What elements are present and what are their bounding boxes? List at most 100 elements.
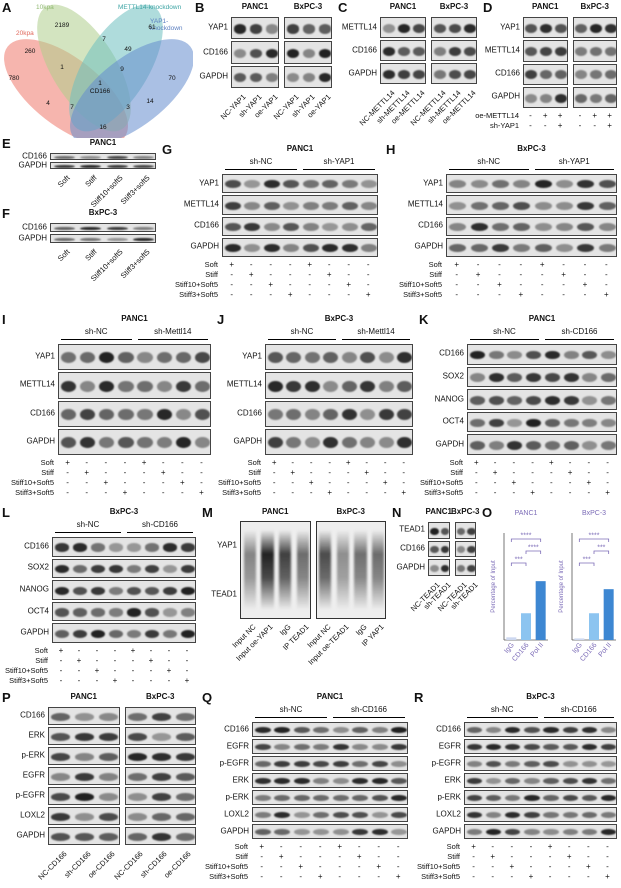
condition-sign: - — [604, 280, 608, 289]
band — [397, 380, 412, 392]
header: BxPC-3 — [517, 144, 546, 153]
condition-sign: + — [539, 260, 545, 269]
band — [491, 222, 509, 231]
band — [352, 761, 369, 768]
condition-sign: - — [586, 872, 590, 881]
group-label: sh-Mettl14 — [357, 327, 395, 336]
band — [526, 350, 542, 360]
condition-sign: - — [510, 852, 514, 861]
band — [466, 727, 483, 734]
condition-sign: - — [475, 488, 478, 497]
band — [544, 373, 560, 382]
blot-strip — [454, 540, 476, 558]
band — [274, 744, 291, 751]
band — [302, 222, 319, 231]
band — [144, 543, 160, 552]
band — [313, 744, 330, 751]
blot-strip — [284, 41, 332, 64]
band — [543, 829, 559, 836]
header: PANC1 — [389, 2, 417, 11]
condition-sign: - — [512, 468, 516, 477]
band — [127, 773, 147, 781]
significance-label: *** — [597, 545, 605, 552]
condition-sign: + — [326, 270, 332, 279]
group-line — [268, 339, 336, 340]
band — [267, 380, 283, 392]
condition-sign: - — [104, 468, 108, 477]
blot-strip — [231, 65, 279, 88]
band — [391, 761, 407, 768]
panel-letter: B — [195, 0, 205, 15]
condition-sign: + — [268, 280, 274, 289]
condition-sign: - — [347, 290, 351, 299]
band — [133, 226, 155, 231]
band — [341, 352, 357, 364]
band — [151, 773, 171, 781]
blot-strip — [464, 722, 617, 737]
band — [126, 543, 142, 552]
row-label: ERK — [444, 775, 461, 785]
band — [486, 812, 502, 819]
band — [233, 48, 247, 58]
band — [526, 373, 542, 382]
row-label: CD166 — [22, 222, 47, 232]
band — [391, 778, 407, 785]
header: PANC1 — [286, 144, 314, 153]
blot-strip — [380, 63, 426, 84]
set-label: 10kpa — [36, 4, 54, 11]
condition-sign: - — [309, 458, 313, 467]
condition-sign: - — [606, 852, 609, 861]
row-label: p-ERK — [225, 792, 249, 802]
band — [99, 813, 119, 821]
venn-count: 7 — [70, 104, 74, 111]
venn-count: 1 — [98, 80, 102, 87]
band — [286, 380, 302, 392]
group-line — [127, 532, 193, 533]
blot-strip — [124, 747, 196, 765]
condition-sign: - — [568, 478, 572, 487]
condition-sign: - — [383, 458, 387, 467]
band — [577, 244, 595, 253]
row-label: YAP1 — [423, 178, 443, 188]
band — [137, 408, 153, 420]
condition-sign: - — [338, 872, 342, 881]
condition-sign: - — [396, 862, 400, 871]
band — [352, 812, 369, 819]
significance-label: *** — [515, 557, 523, 564]
condition-sign: - — [550, 468, 553, 477]
band — [486, 829, 502, 836]
band — [151, 753, 171, 761]
band — [341, 180, 358, 189]
band — [543, 727, 559, 734]
band — [332, 812, 349, 819]
condition-sign: - — [606, 468, 609, 477]
band — [430, 564, 439, 572]
band — [127, 833, 147, 841]
condition-sign: - — [365, 478, 369, 487]
condition-sign: + — [475, 270, 481, 279]
chart-title: BxPC-3 — [582, 510, 606, 517]
condition-sign: - — [493, 458, 497, 467]
band — [126, 565, 142, 574]
band — [254, 778, 271, 785]
condition-sign: - — [269, 270, 273, 279]
condition-sign: - — [318, 862, 322, 871]
band — [99, 773, 119, 781]
band — [604, 47, 617, 57]
band — [440, 527, 449, 535]
blot-strip — [431, 63, 477, 84]
band — [371, 744, 388, 751]
group-line — [55, 532, 121, 533]
condition-sign: - — [383, 488, 387, 497]
band — [360, 352, 376, 364]
row-label: SOX2 — [27, 562, 49, 572]
band — [72, 586, 88, 595]
band — [507, 441, 523, 450]
band — [470, 222, 488, 231]
condition-sign: + — [65, 458, 70, 467]
band — [526, 418, 542, 428]
panel-letter: N — [392, 505, 402, 520]
row-label: GAPDH — [233, 436, 262, 446]
blot-strip — [265, 400, 413, 427]
condition-sign: + — [148, 656, 154, 665]
